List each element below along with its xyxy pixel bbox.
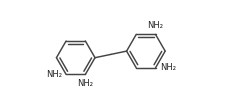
Text: NH₂: NH₂ <box>45 70 61 79</box>
Text: NH₂: NH₂ <box>159 63 175 72</box>
Text: NH₂: NH₂ <box>147 21 163 30</box>
Text: NH₂: NH₂ <box>77 79 93 88</box>
